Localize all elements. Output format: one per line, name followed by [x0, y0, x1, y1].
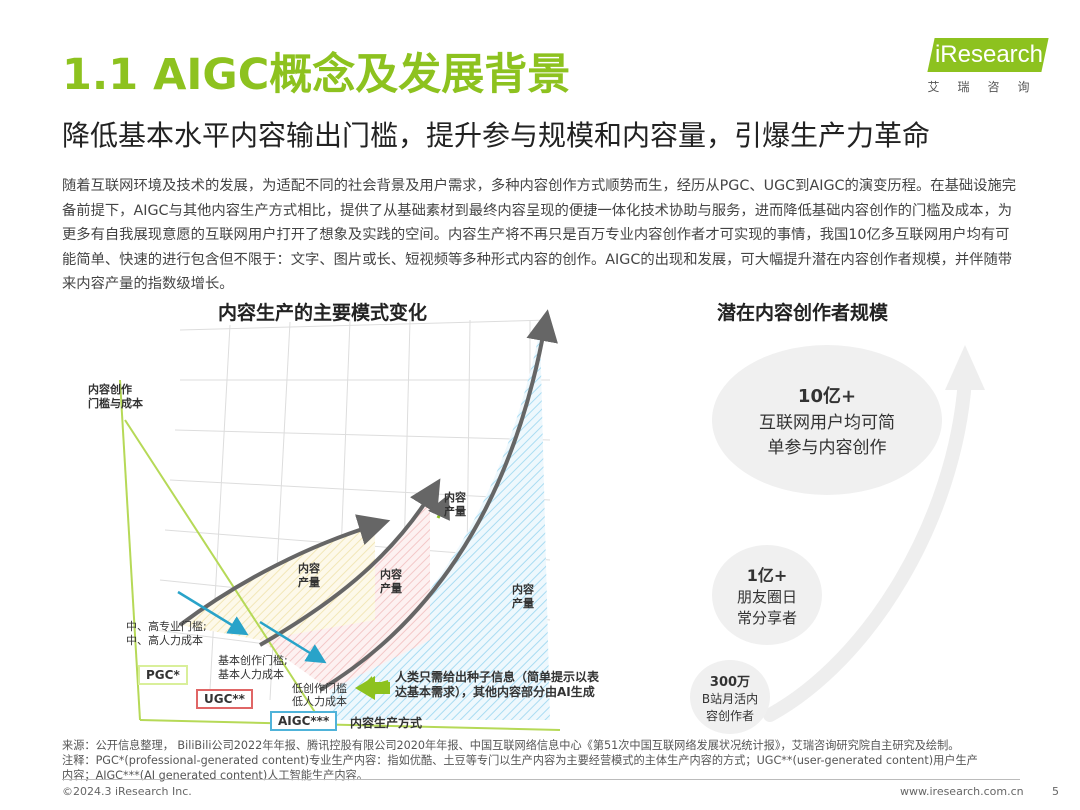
- left-chart-heading: 内容生产的主要模式变化: [218, 302, 428, 324]
- tier-3-number: 300万: [709, 674, 751, 690]
- source-line: 来源：公开信息整理， BiliBili公司2022年年报、腾讯控股有限公司202…: [62, 739, 960, 752]
- page-number: 5: [1052, 785, 1059, 798]
- output-small-arrow: [428, 494, 450, 521]
- tier-bubble-1: 10亿+ 互联网用户均可简 单参与内容创作: [712, 345, 942, 495]
- pgc-output-2: 产量: [298, 576, 320, 589]
- logo-text: iResearch: [934, 41, 1044, 68]
- pgc-curve: [178, 514, 391, 627]
- tier-2-number: 1亿+: [746, 566, 788, 585]
- source-note: 来源：公开信息整理， BiliBili公司2022年年报、腾讯控股有限公司202…: [62, 738, 1032, 783]
- aigc-output-area: [330, 330, 550, 720]
- tier-3-line2: 容创作者: [705, 708, 754, 723]
- logo-subtitle: 艾瑞咨询: [927, 80, 1048, 94]
- ugc-threshold-1: 基本创作门槛;: [218, 654, 288, 667]
- tier-bubble-3: 300万 B站月活内 容创作者: [690, 660, 770, 734]
- y-axis-label-2: 门槛与成本: [88, 397, 143, 410]
- top-output-1: 内容: [444, 491, 466, 504]
- tier-1-line1: 互联网用户均可简: [759, 413, 895, 433]
- footer-divider: [62, 779, 1020, 780]
- iresearch-logo: iResearch 艾瑞咨询: [925, 34, 1050, 104]
- page-title: 1.1 AIGC概念及发展背景: [62, 50, 571, 100]
- slope-line: [124, 419, 321, 721]
- aigc-curve: [318, 309, 558, 692]
- note-line-1: 注释：PGC*(professional-generated content)专…: [62, 754, 978, 767]
- hint-arrow-body: [374, 682, 390, 694]
- tier-bubble-2: 1亿+ 朋友圈日 常分享者: [712, 545, 822, 645]
- aigc-output-2: 产量: [512, 597, 534, 610]
- ugc-curve: [259, 478, 441, 647]
- tier-1-number: 10亿+: [797, 386, 857, 407]
- y-axis-label-1: 内容创作: [88, 383, 132, 396]
- pgc-threshold-2: 中、高人力成本: [126, 634, 203, 647]
- top-output-2: 产量: [444, 505, 466, 518]
- x-axis-label: 内容生产方式: [350, 716, 423, 730]
- pgc-label: PGC*: [138, 665, 188, 685]
- x-axis: [139, 719, 561, 731]
- page-subtitle: 降低基本水平内容输出门槛，提升参与规模和内容量，引爆生产力革命: [62, 119, 931, 152]
- tier-1-line2: 单参与内容创作: [767, 438, 887, 458]
- aigc-label: AIGC***: [270, 711, 338, 731]
- aigc-threshold-2: 低人力成本: [292, 695, 347, 708]
- aigc-threshold-1: 低创作门槛: [292, 682, 347, 695]
- aigc-desc-1: 人类只需给出种子信息（简单提示以表: [395, 670, 600, 684]
- pgc-output-area: [180, 525, 375, 640]
- pgc-output-1: 内容: [298, 562, 320, 575]
- ugc-threshold-arrow: [259, 620, 327, 664]
- ugc-output-2: 产量: [380, 582, 402, 595]
- intro-paragraph: 随着互联网环境及技术的发展，为适配不同的社会背景及用户需求，多种内容创作方式顺势…: [62, 178, 1017, 292]
- y-axis: [119, 379, 141, 721]
- tier-2-line2: 常分享者: [736, 609, 797, 627]
- right-chart-heading: 潜在内容创作者规模: [717, 302, 889, 324]
- ugc-label: UGC**: [196, 689, 253, 709]
- growth-arrow: [763, 373, 972, 722]
- ugc-threshold-2: 基本人力成本: [218, 668, 284, 681]
- growth-arrow-head: [945, 345, 985, 390]
- hint-arrow-head: [355, 676, 375, 700]
- aigc-desc-2: 达基本需求），其他内容部分由AI生成: [395, 685, 595, 699]
- note-line-2: 内容；AIGC***(AI generated content)人工智能生产内容…: [62, 769, 368, 782]
- pgc-threshold-1: 中、高专业门槛;: [126, 620, 207, 633]
- ugc-output-1: 内容: [380, 568, 402, 581]
- tier-2-line1: 朋友圈日: [736, 588, 797, 606]
- pgc-threshold-arrow: [177, 590, 249, 636]
- copyright: ©2024.3 iResearch Inc.: [62, 785, 192, 798]
- tier-3-line1: B站月活内: [701, 691, 759, 706]
- aigc-output-1: 内容: [512, 583, 534, 596]
- website-link[interactable]: www.iresearch.com.cn: [900, 785, 1024, 798]
